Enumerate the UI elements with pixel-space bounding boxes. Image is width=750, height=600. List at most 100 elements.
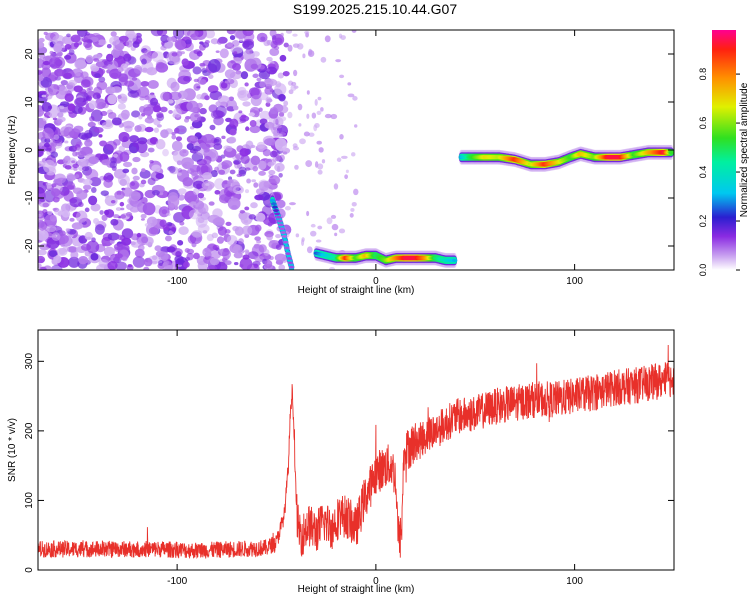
noise-blob <box>101 190 109 196</box>
noise-blob <box>72 222 83 229</box>
noise-blob <box>87 91 94 96</box>
noise-blob <box>165 128 173 134</box>
noise-blob <box>340 35 346 40</box>
noise-blob <box>230 170 236 175</box>
y-tick-label: 0 <box>24 567 35 573</box>
noise-blob <box>151 164 161 172</box>
noise-blob <box>111 31 117 37</box>
noise-blob <box>103 179 113 188</box>
noise-blob <box>296 233 300 237</box>
noise-blob <box>254 195 263 201</box>
noise-blob <box>178 188 187 194</box>
noise-blob <box>242 40 254 49</box>
noise-blob <box>180 129 185 132</box>
noise-blob <box>151 51 164 62</box>
noise-blob <box>218 170 225 175</box>
noise-blob <box>156 139 166 149</box>
spectrogram-plot-area <box>32 25 673 275</box>
noise-blob <box>123 162 132 168</box>
noise-blob <box>225 260 232 265</box>
noise-blob <box>278 94 285 102</box>
noise-blob <box>268 170 275 175</box>
noise-blob <box>58 86 67 95</box>
noise-blob <box>63 73 72 79</box>
noise-blob <box>76 210 87 222</box>
noise-blob <box>244 82 248 86</box>
noise-blob <box>123 54 131 62</box>
noise-blob <box>149 160 153 163</box>
noise-blob <box>193 66 202 74</box>
trace-mark <box>285 252 290 255</box>
noise-blob <box>168 195 180 208</box>
noise-blob <box>127 264 132 267</box>
noise-blob <box>198 203 209 214</box>
noise-blob <box>169 92 182 100</box>
noise-blob <box>243 27 254 36</box>
noise-blob <box>173 27 184 39</box>
noise-blob <box>244 249 249 253</box>
noise-blob <box>306 114 309 119</box>
noise-blob <box>266 57 272 61</box>
noise-blob <box>80 71 88 78</box>
noise-blob <box>69 49 75 55</box>
trace-mark <box>282 235 287 238</box>
noise-blob <box>192 230 202 238</box>
noise-blob <box>110 219 118 226</box>
noise-blob <box>255 213 265 222</box>
noise-blob <box>53 197 60 203</box>
noise-blob <box>249 214 256 219</box>
noise-blob <box>81 244 91 251</box>
noise-blob <box>320 107 324 112</box>
noise-blob <box>34 41 45 48</box>
noise-blob <box>351 152 356 156</box>
noise-blob <box>205 40 210 44</box>
noise-blob <box>283 71 290 76</box>
noise-blob <box>110 157 117 163</box>
x-tick-label: 100 <box>566 276 583 287</box>
noise-blob <box>294 165 299 170</box>
noise-blob <box>56 119 63 124</box>
noise-blob <box>293 70 297 76</box>
noise-blob <box>85 208 90 213</box>
noise-blob <box>267 40 273 45</box>
noise-blob <box>266 67 277 75</box>
y-tick-label: 0 <box>24 147 35 153</box>
noise-blob <box>251 64 259 70</box>
noise-blob <box>334 183 338 189</box>
noise-blob <box>238 250 245 254</box>
noise-blob <box>37 249 47 255</box>
noise-blob <box>78 256 88 264</box>
noise-blob <box>50 53 58 59</box>
noise-blob <box>152 190 160 196</box>
noise-blob <box>187 30 199 38</box>
noise-blob <box>171 134 176 139</box>
noise-blob <box>86 55 94 63</box>
noise-blob <box>190 112 201 122</box>
noise-blob <box>234 262 238 265</box>
noise-blob <box>129 191 141 201</box>
noise-blob <box>256 78 261 82</box>
noise-blob <box>298 104 303 110</box>
noise-blob <box>107 261 117 270</box>
noise-blob <box>258 171 266 176</box>
noise-blob <box>144 50 152 56</box>
noise-blob <box>255 225 262 232</box>
noise-blob <box>289 202 296 205</box>
noise-blob <box>350 213 354 218</box>
noise-blob <box>354 124 357 127</box>
noise-blob <box>254 264 259 269</box>
noise-blob <box>317 163 323 169</box>
noise-blob <box>257 142 265 149</box>
noise-blob <box>199 63 205 67</box>
noise-blob <box>177 240 183 246</box>
noise-blob <box>220 48 229 58</box>
noise-blob <box>174 128 180 134</box>
y-tick-label: -20 <box>24 238 35 253</box>
noise-blob <box>214 217 225 227</box>
noise-blob <box>208 59 221 73</box>
noise-blob <box>165 236 172 242</box>
noise-blob <box>107 64 112 69</box>
noise-blob <box>264 260 272 268</box>
noise-blob <box>93 127 103 133</box>
noise-blob <box>59 230 66 236</box>
